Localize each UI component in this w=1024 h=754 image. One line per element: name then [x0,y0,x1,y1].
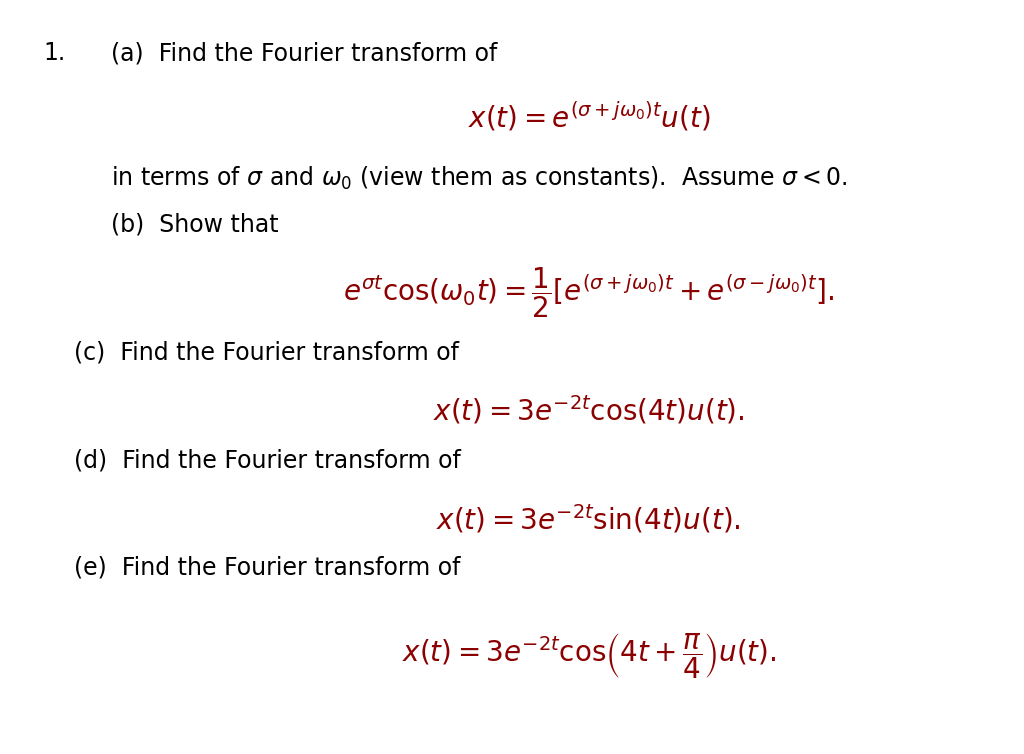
Text: (d)  Find the Fourier transform of: (d) Find the Fourier transform of [74,449,461,473]
Text: $x(t) = e^{(\sigma+j\omega_0)t}u(t)$: $x(t) = e^{(\sigma+j\omega_0)t}u(t)$ [468,100,710,133]
Text: $x(t) = 3e^{-2t}\sin(4t)u(t).$: $x(t) = 3e^{-2t}\sin(4t)u(t).$ [436,502,741,535]
Text: $x(t) = 3e^{-2t}\cos\!\left(4t + \dfrac{\pi}{4}\right)u(t).$: $x(t) = 3e^{-2t}\cos\!\left(4t + \dfrac{… [401,631,776,681]
Text: 1.: 1. [43,41,66,66]
Text: (c)  Find the Fourier transform of: (c) Find the Fourier transform of [74,341,459,365]
Text: (b)  Show that: (b) Show that [111,213,279,237]
Text: (e)  Find the Fourier transform of: (e) Find the Fourier transform of [74,556,460,580]
Text: in terms of $\sigma$ and $\omega_0$ (view them as constants).  Assume $\sigma < : in terms of $\sigma$ and $\omega_0$ (vie… [111,164,848,192]
Text: (a)  Find the Fourier transform of: (a) Find the Fourier transform of [111,41,497,66]
Text: $e^{\sigma t}\cos(\omega_0 t) = \dfrac{1}{2}\left[e^{(\sigma+j\omega_0)t} + e^{(: $e^{\sigma t}\cos(\omega_0 t) = \dfrac{1… [343,265,835,320]
Text: $x(t) = 3e^{-2t}\cos(4t)u(t).$: $x(t) = 3e^{-2t}\cos(4t)u(t).$ [433,394,744,427]
